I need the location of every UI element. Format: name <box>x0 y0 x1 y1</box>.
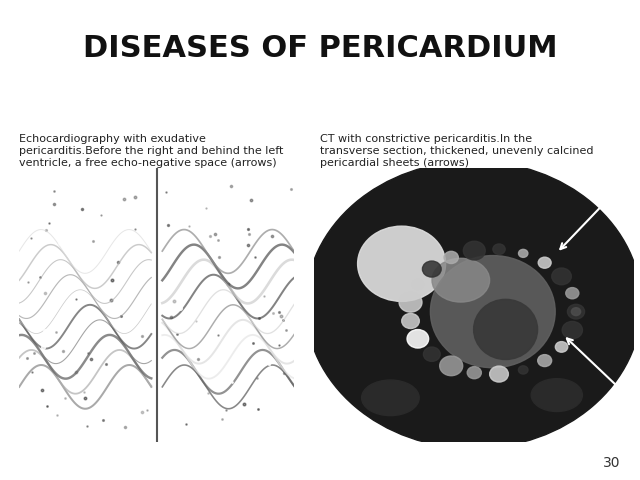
Circle shape <box>538 355 552 367</box>
Circle shape <box>424 347 440 361</box>
Circle shape <box>556 342 568 352</box>
Circle shape <box>440 356 463 376</box>
Text: Echocardiography with exudative
pericarditis.Before the right and behind the lef: Echocardiography with exudative pericard… <box>19 134 284 168</box>
Text: CT with constrictive pericarditis.In the
transverse section, thickened, unevenly: CT with constrictive pericarditis.In the… <box>320 134 593 168</box>
Ellipse shape <box>432 258 490 302</box>
Circle shape <box>407 330 429 348</box>
Circle shape <box>518 366 528 374</box>
Ellipse shape <box>474 300 538 360</box>
Ellipse shape <box>362 380 419 416</box>
Ellipse shape <box>531 379 582 411</box>
Circle shape <box>568 304 584 319</box>
Circle shape <box>422 261 441 277</box>
Circle shape <box>402 313 419 328</box>
Circle shape <box>552 268 572 285</box>
Circle shape <box>412 279 424 289</box>
Text: 30: 30 <box>604 456 621 470</box>
Circle shape <box>562 322 582 339</box>
Circle shape <box>538 257 551 268</box>
Ellipse shape <box>358 226 445 301</box>
Circle shape <box>566 288 579 299</box>
Circle shape <box>490 366 508 382</box>
Circle shape <box>306 161 640 448</box>
Circle shape <box>518 249 528 257</box>
Circle shape <box>572 308 580 315</box>
Circle shape <box>444 252 458 264</box>
Text: DISEASES OF PERICARDIUM: DISEASES OF PERICARDIUM <box>83 34 557 62</box>
Circle shape <box>463 241 485 260</box>
Circle shape <box>399 292 422 312</box>
Ellipse shape <box>430 255 556 368</box>
Circle shape <box>467 367 481 379</box>
Circle shape <box>493 244 505 254</box>
